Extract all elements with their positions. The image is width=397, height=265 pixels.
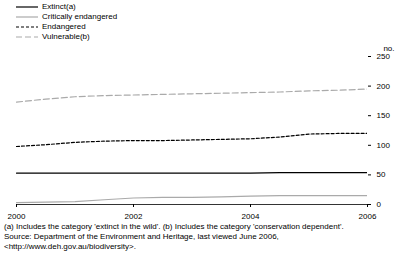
svg-text:100: 100 [377, 141, 391, 150]
html-text:Critically endangered: Critically endangered [42, 12, 118, 21]
svg-text:250: 250 [377, 52, 391, 61]
svg-text:2006: 2006 [359, 212, 377, 221]
html-text:Vulnerable(b): Vulnerable(b) [42, 32, 90, 41]
html-text:Source: Department of the Envi: Source: Department of the Environment an… [4, 232, 279, 251]
svg-text:2004: 2004 [242, 212, 260, 221]
html-text:(a) Includes the category 'ext: (a) Includes the category 'extinct in th… [4, 222, 344, 231]
html-text:Extinct(a): Extinct(a) [42, 2, 76, 11]
svg-text:no.: no. [383, 44, 394, 53]
html-text:Endangered: Endangered [42, 22, 86, 31]
svg-text:150: 150 [377, 111, 391, 120]
svg-text:2000: 2000 [8, 212, 26, 221]
svg-text:2002: 2002 [125, 212, 143, 221]
svg-text:0: 0 [377, 200, 382, 209]
svg-text:50: 50 [377, 170, 386, 179]
svg-text:200: 200 [377, 82, 391, 91]
